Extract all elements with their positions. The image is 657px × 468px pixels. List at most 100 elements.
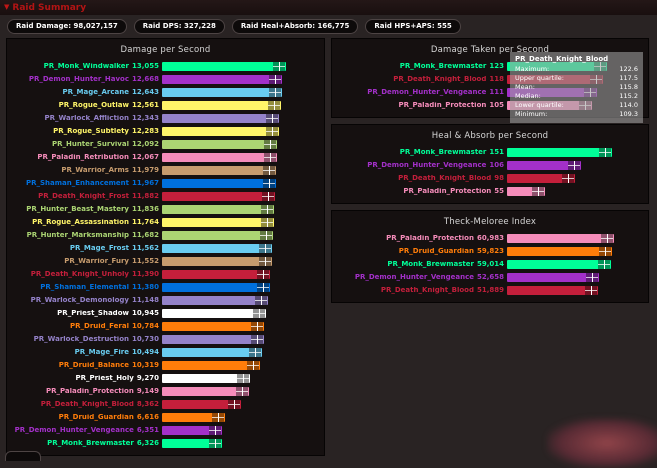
chart-bar-row: PR_Paladin_Protection 60,983	[334, 232, 646, 245]
boxplot-error-box	[251, 334, 263, 344]
boxplot-error-box	[253, 308, 265, 318]
chart-bar[interactable]	[162, 191, 275, 201]
chart-bar[interactable]	[162, 308, 266, 318]
chart-bar[interactable]	[162, 386, 249, 396]
bar-value: 105	[489, 101, 504, 109]
chart-bar[interactable]	[507, 160, 581, 170]
chart-bar[interactable]	[162, 61, 286, 71]
bar-label: PR_Warlock_Demonology 11,148	[9, 297, 159, 304]
heal-absorb-chart-body: PR_Monk_Brewmaster 151 PR_Demon_Hunter_Ven…	[334, 146, 646, 198]
player-name: PR_Hunter_Survival	[51, 140, 129, 148]
chart-bar[interactable]	[507, 173, 575, 183]
boxplot-error-box	[209, 438, 221, 448]
chart-bar-row: PR_Druid_Guardian 59,823	[334, 245, 646, 258]
chart-bar[interactable]	[162, 256, 272, 266]
chart-bar[interactable]	[162, 178, 276, 188]
chart-bar[interactable]	[162, 360, 260, 370]
chart-bar[interactable]	[162, 347, 262, 357]
chart-bar[interactable]	[162, 373, 250, 383]
chart-bar[interactable]	[507, 233, 614, 243]
tooltip-rows: Maximum: 122.6 Upper quartile: 117.5 Mean: 11…	[515, 65, 638, 119]
chart-bar[interactable]	[162, 87, 282, 97]
chart-bar[interactable]	[162, 139, 277, 149]
chart-bar[interactable]	[162, 399, 241, 409]
chart-bar[interactable]	[162, 282, 270, 292]
raid-summary-section-header[interactable]: ▼ Raid Summary	[0, 0, 657, 15]
chart-bar[interactable]	[162, 74, 282, 84]
boxplot-error-box	[212, 412, 224, 422]
boxplot-error-box	[264, 152, 276, 162]
dps-chart-panel: Damage per Second PR_Monk_Windwalker 13,0…	[6, 37, 325, 456]
chart-bar[interactable]	[507, 186, 545, 196]
bar-label: PR_Death_Knight_Frost 11,882	[9, 193, 159, 200]
chart-bar[interactable]	[162, 334, 264, 344]
bar-label: PR_Warrior_Fury 11,552	[9, 258, 159, 265]
chart-bar[interactable]	[507, 147, 612, 157]
chart-bar[interactable]	[162, 165, 276, 175]
chart-bar[interactable]	[507, 272, 599, 282]
tmi-chart-body: PR_Paladin_Protection 60,983 PR_Druid_Guar…	[334, 232, 646, 297]
chart-bar[interactable]	[162, 243, 272, 253]
chart-bar[interactable]	[162, 412, 225, 422]
chart-bar[interactable]	[162, 295, 268, 305]
chart-bar-row: PR_Monk_Brewmaster 151	[334, 146, 646, 159]
boxplot-error-box	[268, 100, 280, 110]
chart-bar[interactable]	[162, 425, 222, 435]
bar-value: 6,326	[136, 439, 159, 447]
boxplot-error-box	[269, 87, 281, 97]
next-section-stub[interactable]	[5, 451, 41, 461]
bar-label: PR_Death_Knight_Blood 98	[334, 175, 504, 182]
chart-bar[interactable]	[162, 269, 270, 279]
bar-value: 11,967	[131, 179, 159, 187]
chart-bar[interactable]	[162, 113, 279, 123]
tooltip-stat-row: Mean: 115.8	[515, 83, 638, 92]
bar-value: 11,562	[131, 244, 159, 252]
chart-bar[interactable]	[162, 321, 264, 331]
chart-bar[interactable]	[162, 230, 273, 240]
chart-bar[interactable]	[162, 152, 277, 162]
chart-bar[interactable]	[162, 438, 222, 448]
bar-label: PR_Death_Knight_Blood 51,889	[334, 287, 504, 294]
bar-label: PR_Rogue_Outlaw 12,561	[9, 102, 159, 109]
chart-bar[interactable]	[507, 285, 598, 295]
boxplot-error-box	[228, 399, 240, 409]
player-name: PR_Death_Knight_Blood	[398, 174, 492, 182]
player-name: PR_Paladin_Protection	[45, 387, 134, 395]
chart-bar[interactable]	[507, 246, 612, 256]
bar-label: PR_Demon_Hunter_Vengeance 6,351	[9, 427, 159, 434]
chart-bar-row: PR_Druid_Guardian 6,616	[9, 411, 322, 424]
bar-label: PR_Warlock_Destruction 10,730	[9, 336, 159, 343]
chart-bar-row: PR_Hunter_Marksmanship 11,682	[9, 229, 322, 242]
chart-bar[interactable]	[162, 100, 281, 110]
player-name: PR_Monk_Windwalker	[43, 62, 129, 70]
boxplot-error-box	[237, 373, 249, 383]
player-name: PR_Rogue_Outlaw	[58, 101, 129, 109]
chart-bar-row: PR_Warrior_Fury 11,552	[9, 255, 322, 268]
bar-label: PR_Hunter_Survival 12,092	[9, 141, 159, 148]
bar-value: 106	[489, 161, 504, 169]
player-name: PR_Monk_Brewmaster	[399, 62, 487, 70]
tooltip-stat-value: 115.8	[619, 82, 638, 91]
boxplot-error-box	[209, 425, 221, 435]
chart-bar-row: PR_Death_Knight_Unholy 11,390	[9, 268, 322, 281]
bar-label: PR_Monk_Brewmaster 6,326	[9, 440, 159, 447]
boxplot-error-box	[251, 321, 263, 331]
player-name: PR_Rogue_Assassination	[32, 218, 129, 226]
tooltip-stat-value: 117.5	[619, 73, 638, 82]
boxplot-error-box	[263, 165, 275, 175]
bar-value: 12,643	[131, 88, 159, 96]
boxplot-error-box	[266, 126, 278, 136]
chart-bar-row: PR_Paladin_Retribution 12,067	[9, 151, 322, 164]
chart-bar[interactable]	[162, 217, 274, 227]
chart-bar[interactable]	[162, 204, 274, 214]
boxplot-error-box	[266, 113, 278, 123]
chart-bar-row: PR_Shaman_Elemental 11,380	[9, 281, 322, 294]
boxplot-error-box	[599, 147, 611, 157]
player-name: PR_Paladin_Protection	[403, 187, 492, 195]
bar-value: 12,092	[131, 140, 159, 148]
chart-bar[interactable]	[507, 259, 611, 269]
chart-bar[interactable]	[162, 126, 279, 136]
tooltip-stat-row: Minimum: 109.3	[515, 110, 638, 119]
boxplot-error-box	[598, 259, 610, 269]
chart-bar-row: PR_Death_Knight_Blood 8,362	[9, 398, 322, 411]
